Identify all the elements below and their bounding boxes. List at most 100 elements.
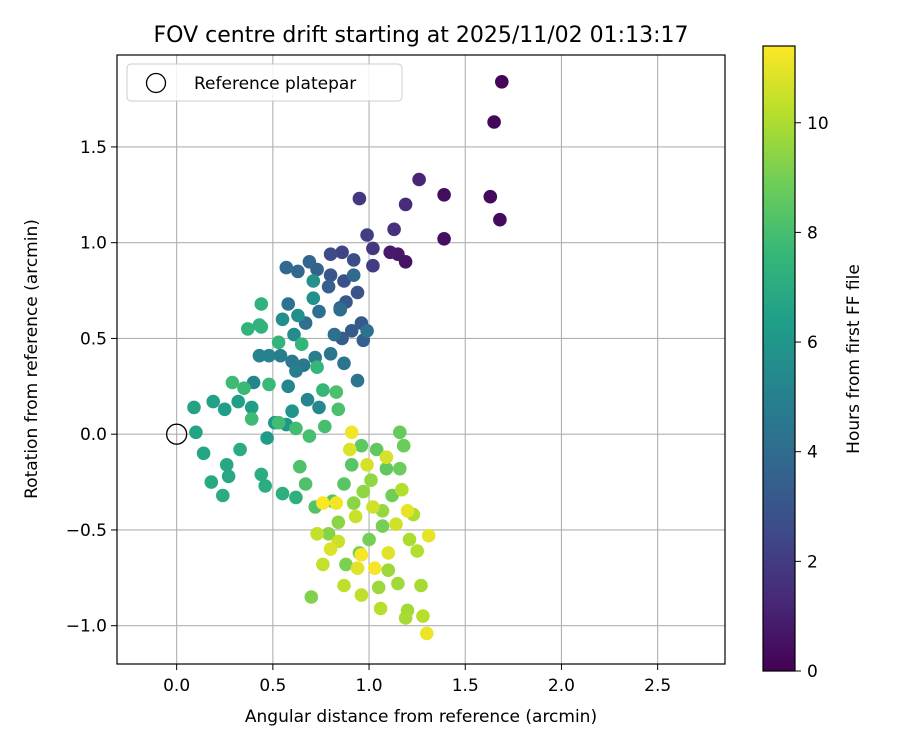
data-point — [231, 394, 245, 409]
data-point — [310, 527, 324, 541]
data-point — [285, 404, 299, 419]
data-point — [254, 467, 269, 482]
y-axis-ticks: −1.0 −0.5 0.0 0.5 1.0 1.5 — [66, 138, 117, 637]
data-point — [366, 241, 380, 256]
data-point — [300, 392, 315, 407]
x-axis-label: Angular distance from reference (arcmin) — [245, 707, 597, 727]
data-point — [262, 377, 276, 392]
data-point — [346, 253, 361, 267]
data-point — [337, 477, 351, 491]
data-point — [289, 421, 303, 436]
chart-title: FOV centre drift starting at 2025/11/02 … — [154, 23, 689, 48]
data-point — [493, 212, 507, 227]
data-point — [366, 500, 380, 514]
x-tick-label: 2.0 — [548, 676, 575, 696]
data-point — [279, 260, 294, 275]
data-point — [366, 258, 380, 273]
data-point — [420, 626, 434, 641]
x-tick-label: 2.5 — [644, 676, 671, 696]
data-point — [281, 379, 296, 394]
data-point — [254, 320, 269, 334]
x-tick-label: 1.5 — [452, 676, 479, 696]
data-point — [350, 285, 365, 300]
data-point — [348, 509, 363, 524]
legend: Reference platepar — [126, 63, 403, 102]
data-point — [206, 394, 220, 409]
data-point — [383, 245, 398, 260]
data-point — [487, 115, 501, 129]
data-point — [371, 580, 386, 595]
colorbar-tick-label: 10 — [807, 114, 829, 134]
grid — [117, 55, 725, 664]
colorbar-tick-label: 2 — [807, 552, 818, 572]
data-point — [389, 517, 403, 531]
data-point — [373, 601, 388, 616]
data-point — [350, 561, 365, 575]
data-point — [344, 425, 359, 440]
data-point — [196, 446, 211, 461]
data-point — [410, 544, 425, 558]
data-point — [337, 578, 351, 593]
data-point — [219, 458, 234, 472]
data-point — [352, 191, 367, 206]
data-point — [233, 442, 247, 457]
data-point — [402, 532, 417, 547]
data-point — [258, 479, 273, 493]
data-point — [287, 327, 301, 342]
data-point — [294, 337, 309, 352]
data-point — [368, 561, 382, 575]
data-point — [360, 228, 374, 242]
data-point — [323, 542, 338, 556]
legend-entry-label: Reference platepar — [194, 74, 356, 94]
data-point — [289, 490, 303, 505]
data-point — [350, 373, 365, 388]
data-point — [360, 324, 374, 338]
data-point — [327, 327, 342, 342]
data-point — [354, 438, 369, 453]
data-point — [189, 425, 203, 440]
data-point — [312, 400, 326, 415]
data-point — [412, 172, 426, 187]
data-point — [244, 412, 259, 426]
data-point — [275, 312, 290, 327]
y-tick-label: 0.0 — [80, 425, 107, 445]
data-point — [381, 546, 396, 560]
colorbar-label: Hours from first FF file — [844, 264, 864, 454]
data-point — [356, 484, 371, 499]
data-point — [335, 245, 349, 260]
data-point — [333, 302, 348, 317]
data-point — [339, 557, 353, 572]
data-point — [437, 232, 451, 246]
colorbar-tick-label: 4 — [807, 443, 818, 463]
data-point — [281, 297, 296, 311]
data-point — [187, 400, 201, 415]
data-point — [275, 486, 290, 501]
data-point — [396, 438, 411, 453]
data-point — [271, 335, 286, 350]
y-tick-label: 1.0 — [80, 234, 107, 254]
data-point — [293, 459, 307, 474]
data-point — [323, 347, 338, 361]
data-point — [262, 348, 276, 363]
y-tick-label: −0.5 — [66, 521, 107, 541]
data-point — [393, 425, 407, 440]
data-point — [400, 504, 415, 518]
data-point — [298, 477, 313, 491]
y-axis-label: Rotation from reference (arcmin) — [22, 219, 42, 499]
colorbar-ticks: 0 2 4 6 8 10 — [795, 114, 829, 682]
data-point — [344, 324, 359, 338]
x-tick-label: 1.0 — [356, 676, 383, 696]
data-point — [329, 385, 344, 399]
data-point — [337, 356, 351, 371]
data-point — [260, 431, 274, 445]
data-point — [416, 609, 430, 623]
colorbar-tick-label: 6 — [807, 333, 818, 353]
data-point — [379, 461, 394, 476]
y-tick-label: 0.5 — [80, 329, 107, 349]
reference-marker — [165, 423, 188, 445]
data-point — [321, 279, 336, 294]
x-axis-ticks: 0.0 0.5 1.0 1.5 2.0 2.5 — [163, 664, 671, 696]
data-point — [437, 188, 451, 202]
data-point — [331, 515, 346, 530]
